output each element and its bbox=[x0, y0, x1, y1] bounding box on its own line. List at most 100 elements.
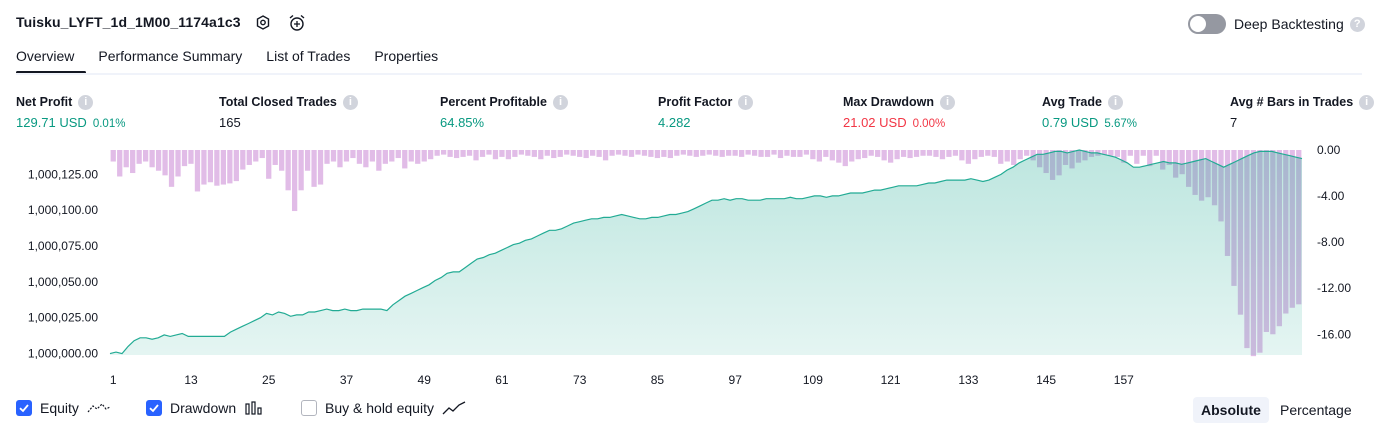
info-icon[interactable]: i bbox=[1359, 94, 1375, 110]
drawdown-bar bbox=[142, 150, 149, 162]
drawdown-bar bbox=[123, 150, 129, 168]
info-icon[interactable]: i bbox=[940, 94, 955, 110]
drawdown-bars-icon bbox=[245, 401, 262, 415]
drawdown-bar bbox=[130, 150, 136, 174]
drawdown-bar bbox=[570, 150, 576, 156]
metric-max-drawdown: Max Drawdown i 21.02 USD 0.00% bbox=[843, 94, 955, 130]
legend-label: Drawdown bbox=[170, 400, 237, 416]
percentage-button[interactable]: Percentage bbox=[1280, 402, 1352, 418]
legend-equity[interactable]: Equity bbox=[16, 400, 111, 416]
drawdown-bar bbox=[304, 150, 311, 171]
drawdown-bar bbox=[719, 150, 725, 157]
buy-hold-checkbox[interactable] bbox=[301, 400, 317, 416]
drawdown-bar bbox=[1134, 150, 1140, 164]
tab-bar: Overview Performance Summary List of Tra… bbox=[16, 48, 450, 74]
drawdown-bar bbox=[661, 150, 667, 157]
drawdown-bar bbox=[350, 150, 356, 159]
drawdown-bar bbox=[110, 150, 116, 162]
drawdown-bar bbox=[253, 150, 259, 162]
info-icon[interactable]: i bbox=[78, 94, 94, 110]
drawdown-bar bbox=[1017, 150, 1023, 160]
gear-icon[interactable] bbox=[252, 12, 274, 34]
drawdown-bar bbox=[538, 150, 544, 160]
drawdown-bar bbox=[175, 150, 181, 177]
drawdown-bar bbox=[1108, 150, 1114, 156]
drawdown-bar bbox=[965, 150, 972, 164]
drawdown-bar bbox=[395, 150, 401, 159]
drawdown-bar bbox=[803, 150, 810, 155]
drawdown-bar bbox=[207, 150, 214, 183]
drawdown-bar bbox=[577, 150, 583, 157]
drawdown-bar bbox=[408, 150, 414, 162]
metric-value: 21.02 USD bbox=[843, 115, 907, 130]
deep-backtesting: Deep Backtesting ? bbox=[1234, 16, 1365, 32]
drawdown-bar bbox=[920, 150, 926, 156]
metric-avg-trade: Avg Trade i 0.79 USD 5.67% bbox=[1042, 94, 1137, 130]
drawdown-bar bbox=[220, 150, 227, 185]
metric-value: 165 bbox=[219, 115, 241, 130]
drawdown-bar bbox=[428, 150, 434, 160]
drawdown-bar bbox=[246, 150, 252, 165]
drawdown-bar bbox=[518, 150, 525, 155]
info-icon[interactable]: i bbox=[738, 94, 754, 110]
tab-properties[interactable]: Properties bbox=[374, 48, 439, 64]
metric-label: Avg Trade bbox=[1042, 95, 1102, 109]
drawdown-bar bbox=[589, 150, 596, 156]
drawdown-bar bbox=[952, 150, 959, 156]
drawdown-bar bbox=[900, 150, 907, 157]
drawdown-bar bbox=[168, 150, 175, 187]
drawdown-bar bbox=[181, 150, 188, 167]
left-tick-label: 1,000,000.00 bbox=[28, 347, 98, 361]
info-icon[interactable]: i bbox=[342, 94, 358, 110]
tab-list-of-trades[interactable]: List of Trades bbox=[266, 48, 351, 64]
absolute-button[interactable]: Absolute bbox=[1193, 397, 1269, 423]
metric-sub: 0.01% bbox=[92, 118, 126, 130]
drawdown-bar bbox=[732, 150, 738, 156]
x-tick-label: 13 bbox=[184, 373, 198, 387]
metric-value: 129.71 USD bbox=[16, 115, 87, 130]
drawdown-bar bbox=[298, 150, 304, 191]
deep-backtesting-toggle[interactable] bbox=[1188, 14, 1226, 34]
drawdown-bar bbox=[136, 150, 142, 164]
drawdown-bar bbox=[1121, 150, 1127, 163]
metric-value: 7 bbox=[1230, 115, 1238, 130]
info-icon[interactable]: i bbox=[1107, 94, 1123, 110]
equity-chart[interactable]: 1,000,000.00 1,000,025.00 1,000,050.00 1,00… bbox=[0, 140, 1379, 390]
info-icon[interactable]: i bbox=[552, 94, 568, 110]
equity-line-icon bbox=[87, 403, 111, 413]
drawdown-bar bbox=[531, 150, 537, 157]
left-tick-label: 1,000,025.00 bbox=[28, 311, 98, 325]
drawdown-bar bbox=[946, 150, 952, 157]
equity-area bbox=[110, 150, 1302, 355]
drawdown-bar bbox=[266, 150, 272, 179]
drawdown-bar bbox=[1153, 150, 1159, 156]
drawdown-bar bbox=[149, 150, 155, 168]
tab-performance-summary[interactable]: Performance Summary bbox=[98, 48, 243, 64]
drawdown-bar bbox=[654, 150, 661, 159]
drawdown-bar bbox=[382, 150, 388, 164]
drawdown-bar bbox=[440, 150, 447, 155]
tab-overview[interactable]: Overview bbox=[16, 48, 87, 74]
drawdown-bar bbox=[706, 150, 712, 155]
alarm-add-icon[interactable] bbox=[286, 12, 308, 34]
buy-hold-line-icon bbox=[442, 401, 466, 415]
legend-buy-hold[interactable]: Buy & hold equity bbox=[301, 400, 466, 416]
metric-value: 4.282 bbox=[658, 115, 691, 130]
legend-drawdown[interactable]: Drawdown bbox=[146, 400, 264, 416]
drawdown-bar bbox=[700, 150, 706, 156]
drawdown-bar bbox=[512, 150, 518, 157]
drawdown-bar bbox=[162, 150, 168, 176]
help-icon[interactable]: ? bbox=[1349, 16, 1365, 32]
drawdown-checkbox[interactable] bbox=[146, 400, 162, 416]
x-tick-label: 133 bbox=[958, 373, 978, 387]
metric-label: Profit Factor bbox=[658, 95, 733, 109]
right-tick-label: -12.00 bbox=[1317, 281, 1351, 295]
drawdown-bar bbox=[862, 150, 868, 159]
equity-checkbox[interactable] bbox=[16, 400, 32, 416]
metric-value: 64.85% bbox=[440, 115, 485, 130]
drawdown-bar bbox=[583, 150, 589, 159]
legend-label: Buy & hold equity bbox=[325, 400, 434, 416]
drawdown-bar bbox=[713, 150, 719, 156]
drawdown-bar bbox=[648, 150, 654, 157]
drawdown-bar bbox=[641, 150, 648, 156]
